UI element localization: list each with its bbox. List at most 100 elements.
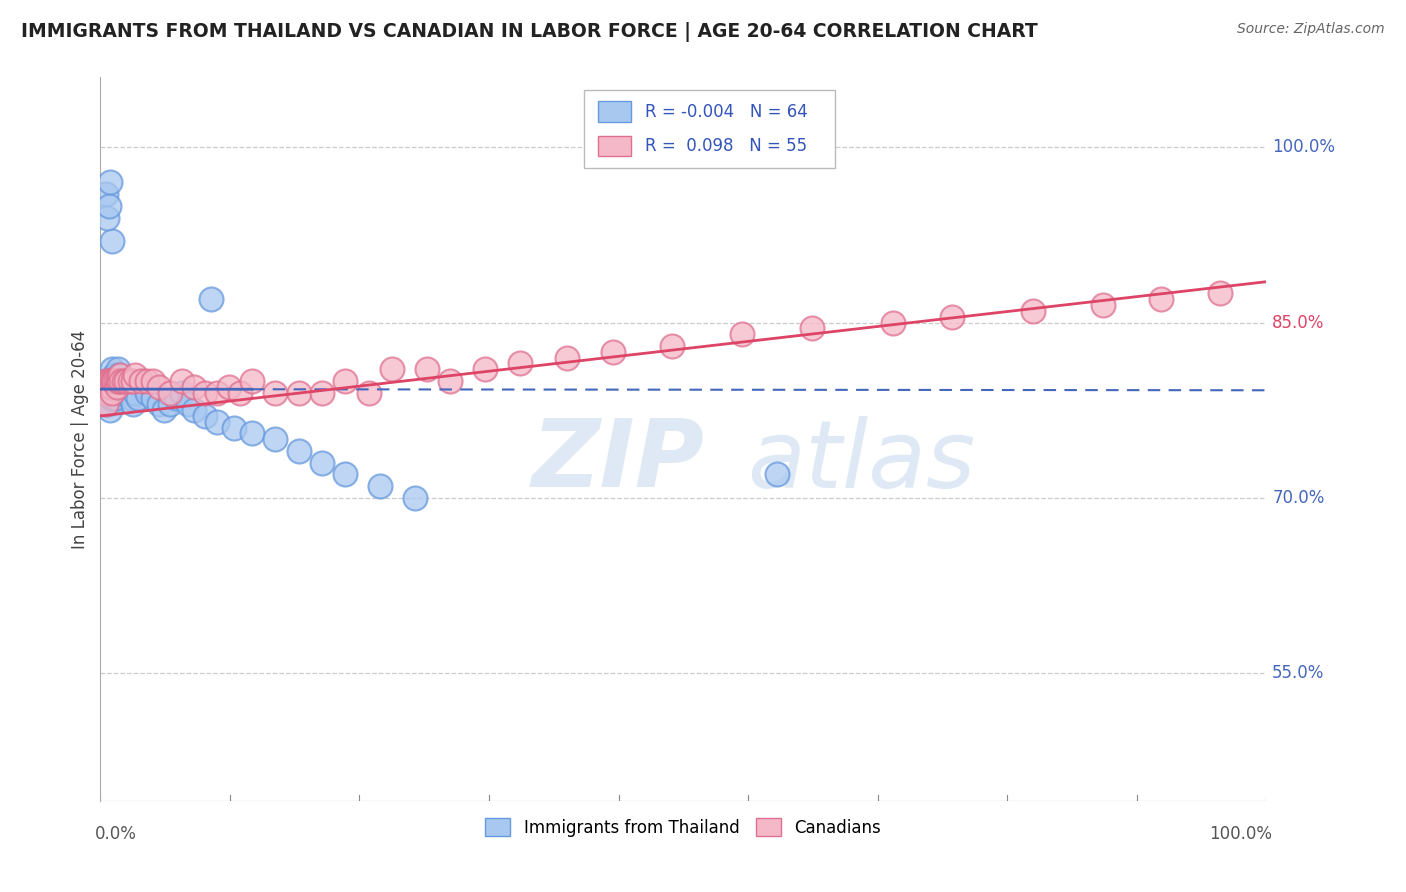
Point (105, 380, 128, 394)
Point (159, 397, 181, 411)
FancyBboxPatch shape (598, 102, 631, 122)
Text: R =  0.098   N = 55: R = 0.098 N = 55 (645, 137, 807, 155)
Text: 0.0%: 0.0% (94, 824, 136, 843)
Point (104, 392, 127, 406)
Text: Source: ZipAtlas.com: Source: ZipAtlas.com (1237, 22, 1385, 37)
Point (105, 374, 128, 388)
Point (229, 385, 252, 400)
Point (107, 362, 129, 376)
Point (103, 385, 125, 400)
Point (127, 392, 149, 406)
Point (96, 374, 118, 388)
Point (941, 310, 963, 324)
FancyBboxPatch shape (598, 136, 631, 156)
Point (194, 385, 217, 400)
Point (335, 467, 357, 482)
Point (101, 362, 124, 376)
Point (108, 374, 131, 388)
Point (129, 374, 152, 388)
Point (129, 374, 152, 388)
Point (136, 374, 159, 388)
Point (287, 385, 309, 400)
Point (122, 397, 145, 411)
Point (1208, 286, 1230, 301)
Point (148, 380, 170, 394)
Point (474, 362, 496, 376)
Point (98, 385, 121, 400)
Point (218, 380, 240, 394)
Point (170, 385, 193, 400)
Point (555, 351, 578, 365)
Point (97, 374, 120, 388)
Point (98, 403, 121, 417)
Text: R = -0.004   N = 64: R = -0.004 N = 64 (645, 103, 807, 120)
Point (148, 397, 170, 411)
Point (103, 368, 125, 383)
Point (112, 374, 135, 388)
Point (1092, 298, 1115, 312)
Point (101, 392, 124, 406)
Point (96, 374, 118, 388)
Point (101, 374, 124, 388)
Point (240, 374, 263, 388)
Point (100, 374, 122, 388)
Point (100, 392, 122, 406)
Text: 85.0%: 85.0% (1272, 314, 1324, 332)
Point (136, 385, 159, 400)
Point (381, 362, 404, 376)
Point (112, 380, 135, 394)
Point (101, 385, 124, 400)
Point (416, 362, 439, 376)
Point (264, 432, 287, 446)
Point (205, 415, 228, 429)
Point (103, 374, 125, 388)
Point (96, 374, 118, 388)
Point (287, 444, 309, 458)
Point (205, 385, 228, 400)
Point (98, 374, 121, 388)
Point (110, 385, 132, 400)
FancyBboxPatch shape (585, 90, 835, 168)
Point (96, 397, 118, 411)
Point (97, 374, 120, 388)
Point (107, 374, 129, 388)
Point (108, 374, 131, 388)
Point (159, 385, 181, 400)
Point (311, 456, 333, 470)
Point (165, 392, 187, 406)
Point (96, 374, 118, 388)
Point (439, 374, 461, 388)
Point (108, 368, 131, 383)
Point (100, 380, 122, 394)
Point (120, 392, 142, 406)
Point (240, 426, 263, 441)
Point (264, 385, 287, 400)
Point (404, 491, 426, 505)
Point (101, 374, 124, 388)
Text: atlas: atlas (748, 416, 976, 507)
Point (115, 374, 138, 388)
Point (96, 397, 118, 411)
Point (96, 385, 118, 400)
Point (368, 479, 391, 493)
Point (118, 374, 141, 388)
Point (124, 385, 146, 400)
Point (98, 374, 121, 388)
Point (882, 316, 904, 330)
Point (96, 385, 118, 400)
Point (96, 211, 118, 225)
Point (104, 374, 127, 388)
Point (110, 374, 132, 388)
Point (800, 321, 823, 335)
Y-axis label: In Labor Force | Age 20-64: In Labor Force | Age 20-64 (72, 330, 89, 549)
Point (765, 467, 787, 482)
Text: 100.0%: 100.0% (1209, 824, 1272, 843)
Point (224, 420, 246, 434)
Point (115, 374, 138, 388)
Point (177, 397, 200, 411)
Point (97, 385, 120, 400)
Point (183, 403, 205, 417)
Point (194, 409, 217, 423)
Text: ZIP: ZIP (531, 415, 704, 507)
Point (98, 176, 121, 190)
